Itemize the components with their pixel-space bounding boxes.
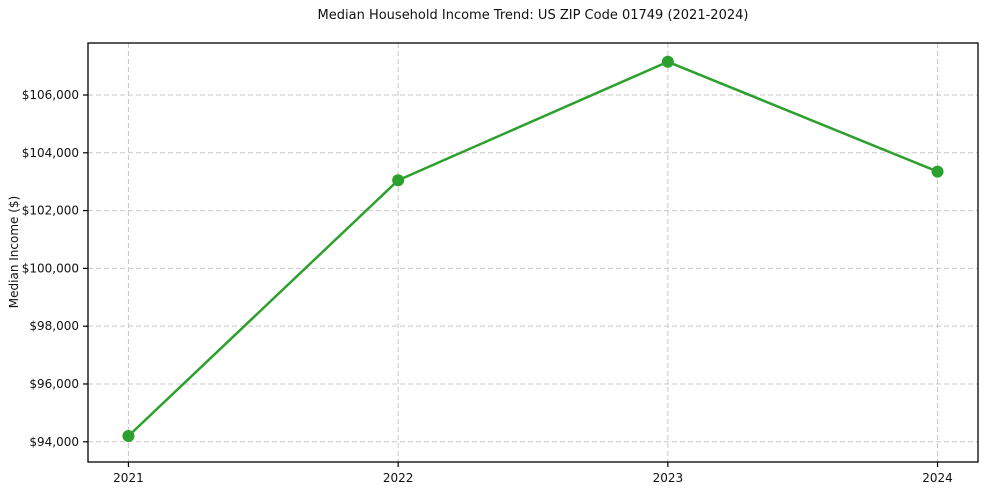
y-tick-label: $102,000 [22,204,79,218]
data-point-marker [392,174,405,187]
chart-title: Median Household Income Trend: US ZIP Co… [317,8,749,23]
data-line [127,60,939,438]
y-tick-label: $94,000 [29,435,79,449]
y-tick-label: $106,000 [22,88,79,102]
data-point-marker [931,165,944,178]
x-tick-label: 2023 [653,471,684,485]
y-tick-label: $104,000 [22,146,79,160]
y-tick-label: $100,000 [22,261,79,275]
plot-spines [87,42,979,463]
x-tick-label: 2022 [383,471,414,485]
y-tick-label: $96,000 [29,377,79,391]
x-tick-label: 2024 [922,471,953,485]
data-point-marker [122,429,135,442]
data-point-marker [661,55,674,68]
x-tick-label: 2021 [113,471,144,485]
y-tick-label: $98,000 [29,319,79,333]
